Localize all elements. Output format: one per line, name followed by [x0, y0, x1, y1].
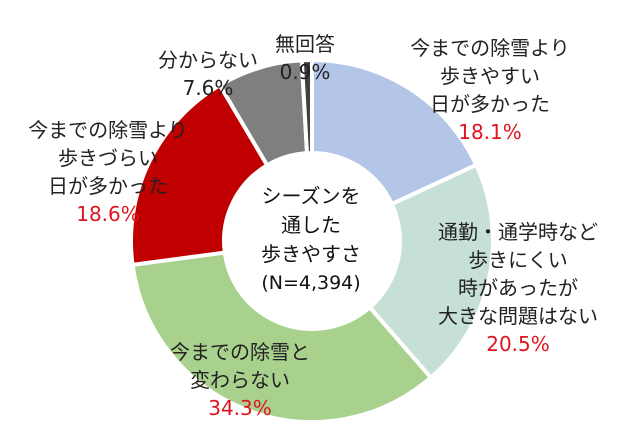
slice-value-label: 0.9% — [279, 60, 331, 84]
donut-slice-no-answer — [299, 57, 314, 156]
slice-label-no-answer: 無回答 0.9% — [260, 30, 350, 86]
slice-label-minor-difficulty: 通勤・通学時など 歩きにくい 時があったが 大きな問題はない 20.5% — [418, 218, 618, 358]
donut-slice-minor-difficulty — [366, 162, 495, 381]
slice-label-line: 無回答 — [275, 32, 335, 56]
slice-label-line: 日が多かった — [430, 92, 550, 116]
slice-label-line: 今までの除雪より — [410, 36, 570, 60]
donut-slice-harder — [129, 82, 270, 268]
slice-value-label: 18.6% — [76, 202, 140, 226]
slice-label-line: 歩きづらい — [58, 146, 158, 170]
donut-slice-unchanged — [130, 250, 434, 424]
slice-label-unchanged: 今までの除雪と 変わらない 34.3% — [160, 338, 320, 422]
slice-label-line: 今までの除雪より — [28, 118, 188, 142]
slice-label-line: 大きな問題はない — [438, 304, 598, 328]
donut-slice-easier — [310, 57, 479, 207]
slice-label-line: 歩きにくい — [468, 248, 568, 272]
slice-value-label: 20.5% — [486, 332, 550, 356]
slice-value-label: 7.6% — [182, 76, 234, 100]
center-label-line-2: 通した — [281, 213, 341, 237]
slice-value-label: 18.1% — [458, 120, 522, 144]
slice-label-line: 分からない — [158, 48, 258, 72]
slice-label-easier: 今までの除雪より 歩きやすい 日が多かった 18.1% — [400, 34, 580, 146]
center-label-line-3: 歩きやすさ — [261, 242, 361, 266]
slice-label-line: 時があったが — [458, 276, 578, 300]
center-label: シーズンを 通した 歩きやすさ (N=4,394) — [243, 182, 379, 298]
slice-label-line: 歩きやすい — [440, 64, 540, 88]
slice-label-line: 今までの除雪と — [170, 340, 310, 364]
center-label-line-1: シーズンを — [261, 184, 361, 208]
slice-label-line: 通勤・通学時など — [438, 220, 598, 244]
slice-label-line: 変わらない — [190, 368, 290, 392]
slice-label-line: 日が多かった — [48, 174, 168, 198]
slice-value-label: 34.3% — [208, 396, 272, 420]
sample-size-label: (N=4,394) — [261, 272, 361, 294]
slice-label-harder: 今までの除雪より 歩きづらい 日が多かった 18.6% — [18, 116, 198, 228]
slice-label-dont-know: 分からない 7.6% — [148, 46, 268, 102]
